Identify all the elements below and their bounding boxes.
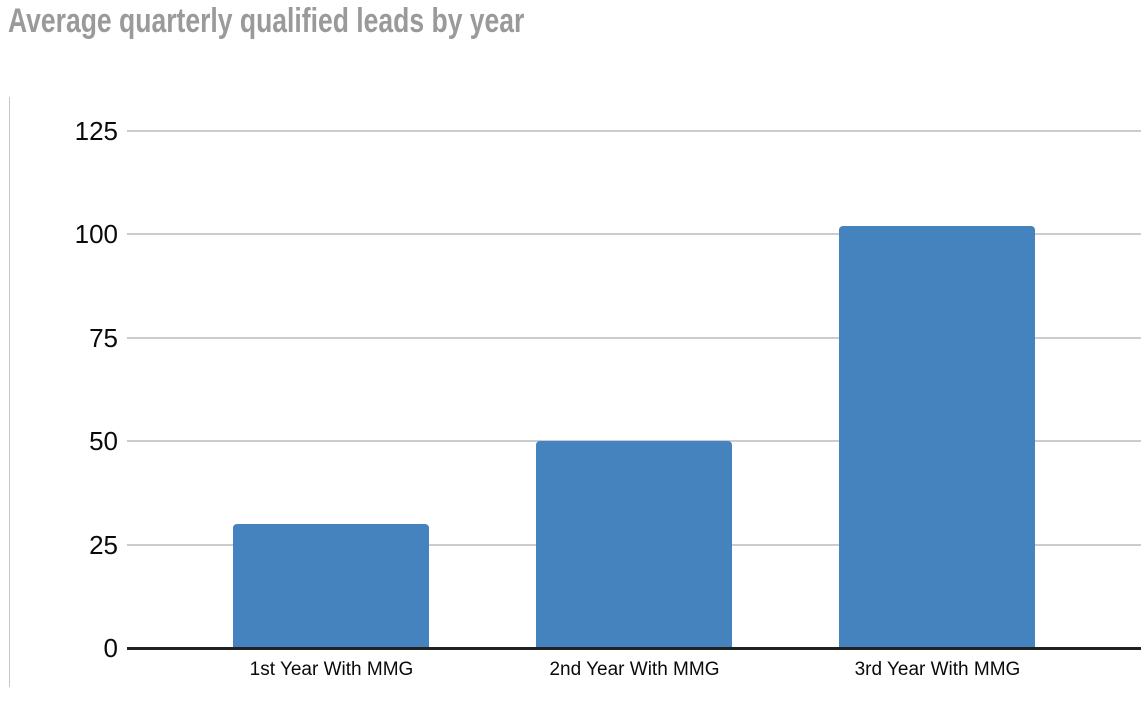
category-band-3: 3rd Year With MMG	[786, 131, 1089, 680]
y-axis-tick-label-125: 125	[74, 116, 118, 146]
y-axis-tick-label-25: 25	[89, 529, 118, 560]
category-band-1: 1st Year With MMG	[180, 131, 483, 680]
x-axis-baseline	[127, 646, 1141, 650]
y-axis-tick-label-75: 75	[89, 322, 118, 353]
y-axis-tick-label-0: 0	[103, 633, 118, 663]
x-axis-category-label-3: 3rd Year With MMG	[854, 659, 1021, 680]
category-bands: 1st Year With MMG 2nd Year With MMG 3rd Ye…	[180, 131, 1089, 680]
y-axis-tick-label-50: 50	[89, 426, 118, 457]
plot-area: 1st Year With MMG 2nd Year With MMG 3rd Ye…	[75, 118, 1141, 680]
gridline-125	[127, 130, 1141, 132]
bar-3	[839, 226, 1036, 648]
bar-2	[536, 441, 733, 648]
y-axis-tick-label-100: 100	[74, 219, 118, 250]
chart-title: Average quarterly qualified leads by yea…	[8, 2, 525, 40]
x-axis-category-label-2: 2nd Year With MMG	[549, 659, 720, 680]
bar-1	[233, 523, 430, 648]
gridline-100	[127, 233, 1141, 236]
left-axis-rule	[9, 97, 10, 687]
gridline-75	[127, 336, 1141, 339]
category-band-2: 2nd Year With MMG	[483, 131, 786, 680]
x-axis-category-label-1: 1st Year With MMG	[249, 659, 414, 680]
